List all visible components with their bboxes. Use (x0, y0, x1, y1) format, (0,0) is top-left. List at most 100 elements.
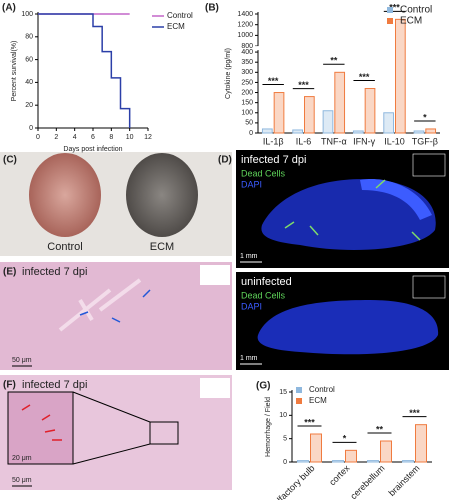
x-tick-label: cerebellum (348, 463, 386, 500)
y-tick-label: 1000 (237, 32, 253, 39)
y-tick-label: 100 (241, 110, 253, 117)
scale-text: 1 mm (240, 253, 258, 260)
title: uninfected (241, 276, 292, 288)
panel-label: (B) (205, 3, 219, 14)
bar (334, 71, 346, 134)
significance: *** (304, 417, 315, 427)
significance: *** (409, 408, 420, 418)
tissue (360, 179, 432, 220)
legend-label: ECM (309, 396, 327, 405)
x-tick-label: olfactory bulb (272, 463, 317, 500)
bar (292, 129, 304, 134)
brain-ecm (126, 153, 198, 237)
x-tick-label: 2 (54, 134, 58, 141)
inset (7, 391, 74, 465)
legend-label: ECM (400, 16, 422, 27)
zoom-lines (72, 391, 151, 465)
panel-c: (C) Control ECM (0, 152, 232, 256)
significance: * (343, 434, 347, 444)
photo (0, 262, 232, 370)
x-tick-label: 4 (73, 134, 77, 141)
legend-label: Control (167, 11, 193, 20)
y-axis-label: Cytokine (pg/ml) (225, 48, 232, 99)
bar (383, 112, 395, 134)
y-tick-label: 40 (25, 79, 33, 86)
caption: ECM (150, 241, 174, 253)
inset (412, 275, 446, 299)
bar (304, 96, 315, 134)
legend-text: DAPI (241, 179, 262, 189)
panel-e: (E) infected 7 dpi 50 μm (0, 262, 232, 370)
arrows (79, 289, 151, 323)
y-axis-label: Hemorrhage / Field (265, 397, 272, 457)
y-tick-label: 1200 (237, 22, 253, 29)
y-tick-label: 200 (241, 89, 253, 96)
scale-text: 50 μm (12, 477, 32, 484)
inset (200, 265, 230, 285)
x-tick-label: IFN-γ (353, 136, 375, 146)
brain-control (29, 153, 101, 237)
legend-swatch (387, 18, 393, 24)
arrows (284, 179, 421, 241)
y-tick-label: 350 (241, 59, 253, 66)
y-tick-label: 10 (279, 412, 287, 419)
y-tick-label: 50 (245, 120, 253, 127)
significance: *** (268, 76, 279, 86)
vessels (58, 278, 142, 332)
tissue (261, 179, 436, 250)
x-tick-label: IL-10 (384, 136, 405, 146)
legend-swatch (296, 387, 302, 393)
axis-break (254, 46, 262, 51)
y-tick-label: 800 (241, 43, 253, 50)
y-tick-label: 400 (241, 49, 253, 56)
panel-f: (F) infected 7 dpi 20 μm 50 μm (0, 375, 232, 490)
y-tick-label: 150 (241, 99, 253, 106)
significance: *** (389, 3, 400, 13)
legend-text: Dead Cells (241, 168, 286, 178)
title: infected 7 dpi (241, 154, 306, 166)
bar (322, 110, 334, 134)
legend-label: Control (400, 5, 432, 16)
title: infected 7 dpi (22, 379, 87, 391)
panel-d: (D) infected 7 dpi Dead Cells DAPI 1 mm … (218, 150, 449, 370)
scale-text: 50 μm (12, 357, 32, 364)
significance: ** (376, 424, 384, 434)
legend-label: Control (309, 385, 335, 394)
y-tick-label: 20 (25, 102, 33, 109)
scale-text: 20 μm (12, 455, 32, 462)
legend-label: ECM (167, 22, 185, 31)
scale-text: 1 mm (240, 355, 258, 362)
y-tick-label: 250 (241, 79, 253, 86)
x-tick-label: 0 (36, 134, 40, 141)
x-tick-label: IL-6 (296, 136, 312, 146)
bar (261, 128, 273, 134)
y-tick-label: 100 (21, 11, 33, 18)
panel-label: (G) (256, 381, 270, 392)
caption: Control (47, 241, 82, 253)
bar (413, 130, 425, 134)
y-tick-label: 0 (283, 459, 287, 466)
x-axis-label: Days post infection (63, 146, 122, 153)
bar (395, 18, 406, 134)
x-tick-label: cortex (327, 463, 352, 488)
bar (352, 130, 364, 134)
y-tick-label: 0 (29, 125, 33, 132)
bar (345, 449, 357, 463)
significance: *** (298, 80, 309, 90)
y-axis-label: Percent survival(%) (11, 41, 18, 102)
bar (297, 460, 309, 463)
title: infected 7 dpi (22, 266, 87, 278)
y-tick-label: 0 (249, 130, 253, 137)
x-tick-label: IL-1β (263, 136, 284, 146)
panel-label: (E) (3, 267, 16, 278)
bar (380, 440, 392, 463)
legend-swatch (296, 398, 302, 404)
arrows (21, 404, 62, 441)
y-tick-label: 5 (283, 436, 287, 443)
significance: * (423, 112, 427, 122)
panel-label: (A) (2, 3, 16, 14)
tissue (257, 300, 439, 355)
significance: *** (359, 72, 370, 82)
bar (310, 433, 322, 463)
x-tick-label: TGF-β (412, 136, 438, 146)
